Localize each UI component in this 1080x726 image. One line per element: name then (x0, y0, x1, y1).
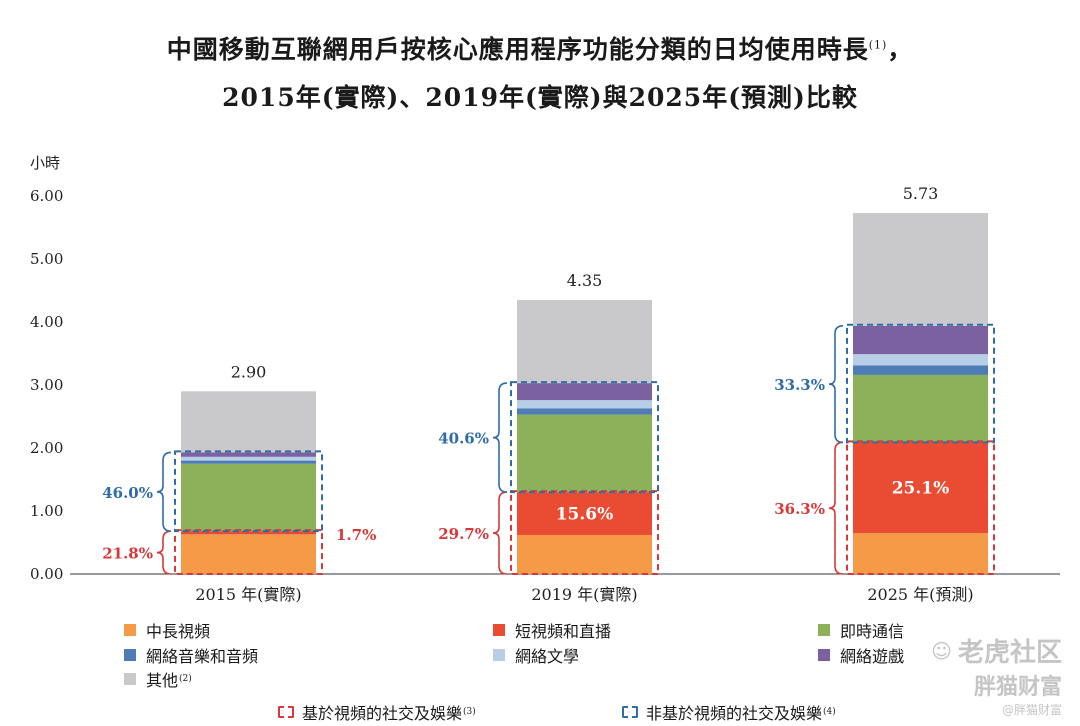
y-axis-label: 小時 (30, 154, 60, 172)
group-percent-label: 29.7% (438, 525, 489, 543)
y-tick-label: 6.00 (30, 187, 63, 205)
x-tick-label: 2015 年(實際) (195, 585, 301, 604)
group-brace (828, 324, 844, 444)
title-text: 中國移動互聯網用戶按核心應用程序功能分類的日均使用時長 (166, 35, 869, 64)
bar-segment-6 (853, 213, 988, 326)
bar-segment-5 (853, 325, 988, 355)
bar-segment-5 (517, 383, 652, 401)
y-tick-label: 0.00 (30, 565, 63, 583)
group-percent-label: 36.3% (774, 500, 825, 518)
group-brace (492, 382, 508, 493)
bar-segment-1 (853, 442, 988, 534)
bar-total-label: 4.35 (567, 271, 603, 290)
bar-segment-1 (517, 492, 652, 535)
chart-title-line2: 2015年(實際)、2019年(實際)與2025年(預測)比較 (222, 83, 858, 112)
bar-segment-0 (853, 533, 988, 574)
watermark-line2: 胖猫财富 (973, 675, 1062, 700)
segment-value-label: 25.1% (892, 479, 950, 499)
title-footnote: (1) (868, 38, 888, 52)
group-dashed-box (846, 323, 995, 444)
segment-value-label: 15.6% (556, 505, 614, 525)
bar-segment-5 (181, 452, 316, 457)
y-tick-label: 5.00 (30, 250, 63, 268)
bar-segment-0 (181, 534, 316, 574)
bar-segment-4 (853, 354, 988, 366)
wechat-icon: ☺ (931, 638, 952, 663)
group-brace (156, 530, 172, 575)
bar-segment-6 (181, 391, 316, 453)
group-percent-label: 33.3% (774, 376, 825, 394)
bar-segment-3 (517, 408, 652, 415)
bar-segment-2 (853, 374, 988, 443)
watermark-line3: @胖猫财富 (1001, 703, 1062, 717)
group-percent-label: 46.0% (102, 484, 153, 502)
group-percent-label: 40.6% (438, 430, 489, 448)
group-dashed-box (174, 450, 323, 533)
group-dashed-box (174, 529, 323, 575)
y-tick-label: 4.00 (30, 313, 63, 331)
bar-segment-0 (517, 534, 652, 574)
bar-segment-6 (517, 299, 652, 384)
bar-segment-3 (853, 365, 988, 375)
y-tick-label: 3.00 (30, 376, 63, 394)
x-tick-label: 2025 年(預測) (867, 585, 973, 604)
group-dashed-box (510, 381, 659, 494)
chart-title-line1: 中國移動互聯網用戶按核心應用程序功能分類的日均使用時長(1)， (0, 30, 1080, 66)
bar-segment-4 (517, 400, 652, 409)
watermark-line1: 老虎社区 (957, 638, 1062, 668)
y-tick-label: 2.00 (30, 439, 63, 457)
short-video-2015-label: 1.7% (336, 526, 376, 544)
bar-segment-4 (181, 456, 316, 461)
group-brace (156, 451, 172, 532)
group-brace (492, 491, 508, 575)
bar-segment-1 (181, 531, 316, 535)
watermark: ☺ 老虎社区 胖猫财富 @胖猫财富 (931, 632, 1062, 718)
group-percent-label: 21.8% (102, 545, 153, 563)
y-tick-label: 1.00 (30, 502, 63, 520)
bar-segment-2 (517, 414, 652, 493)
group-brace (828, 441, 844, 575)
bar-total-label: 2.90 (231, 362, 267, 381)
bar-segment-3 (181, 460, 316, 464)
bar-segment-2 (181, 463, 316, 532)
group-dashed-box (846, 440, 995, 575)
bar-total-label: 5.73 (903, 184, 939, 203)
watermark-logo: ☺ 老虎社区 (931, 632, 1062, 669)
x-tick-label: 2019 年(實際) (531, 585, 637, 604)
title-comma: ， (887, 35, 914, 64)
